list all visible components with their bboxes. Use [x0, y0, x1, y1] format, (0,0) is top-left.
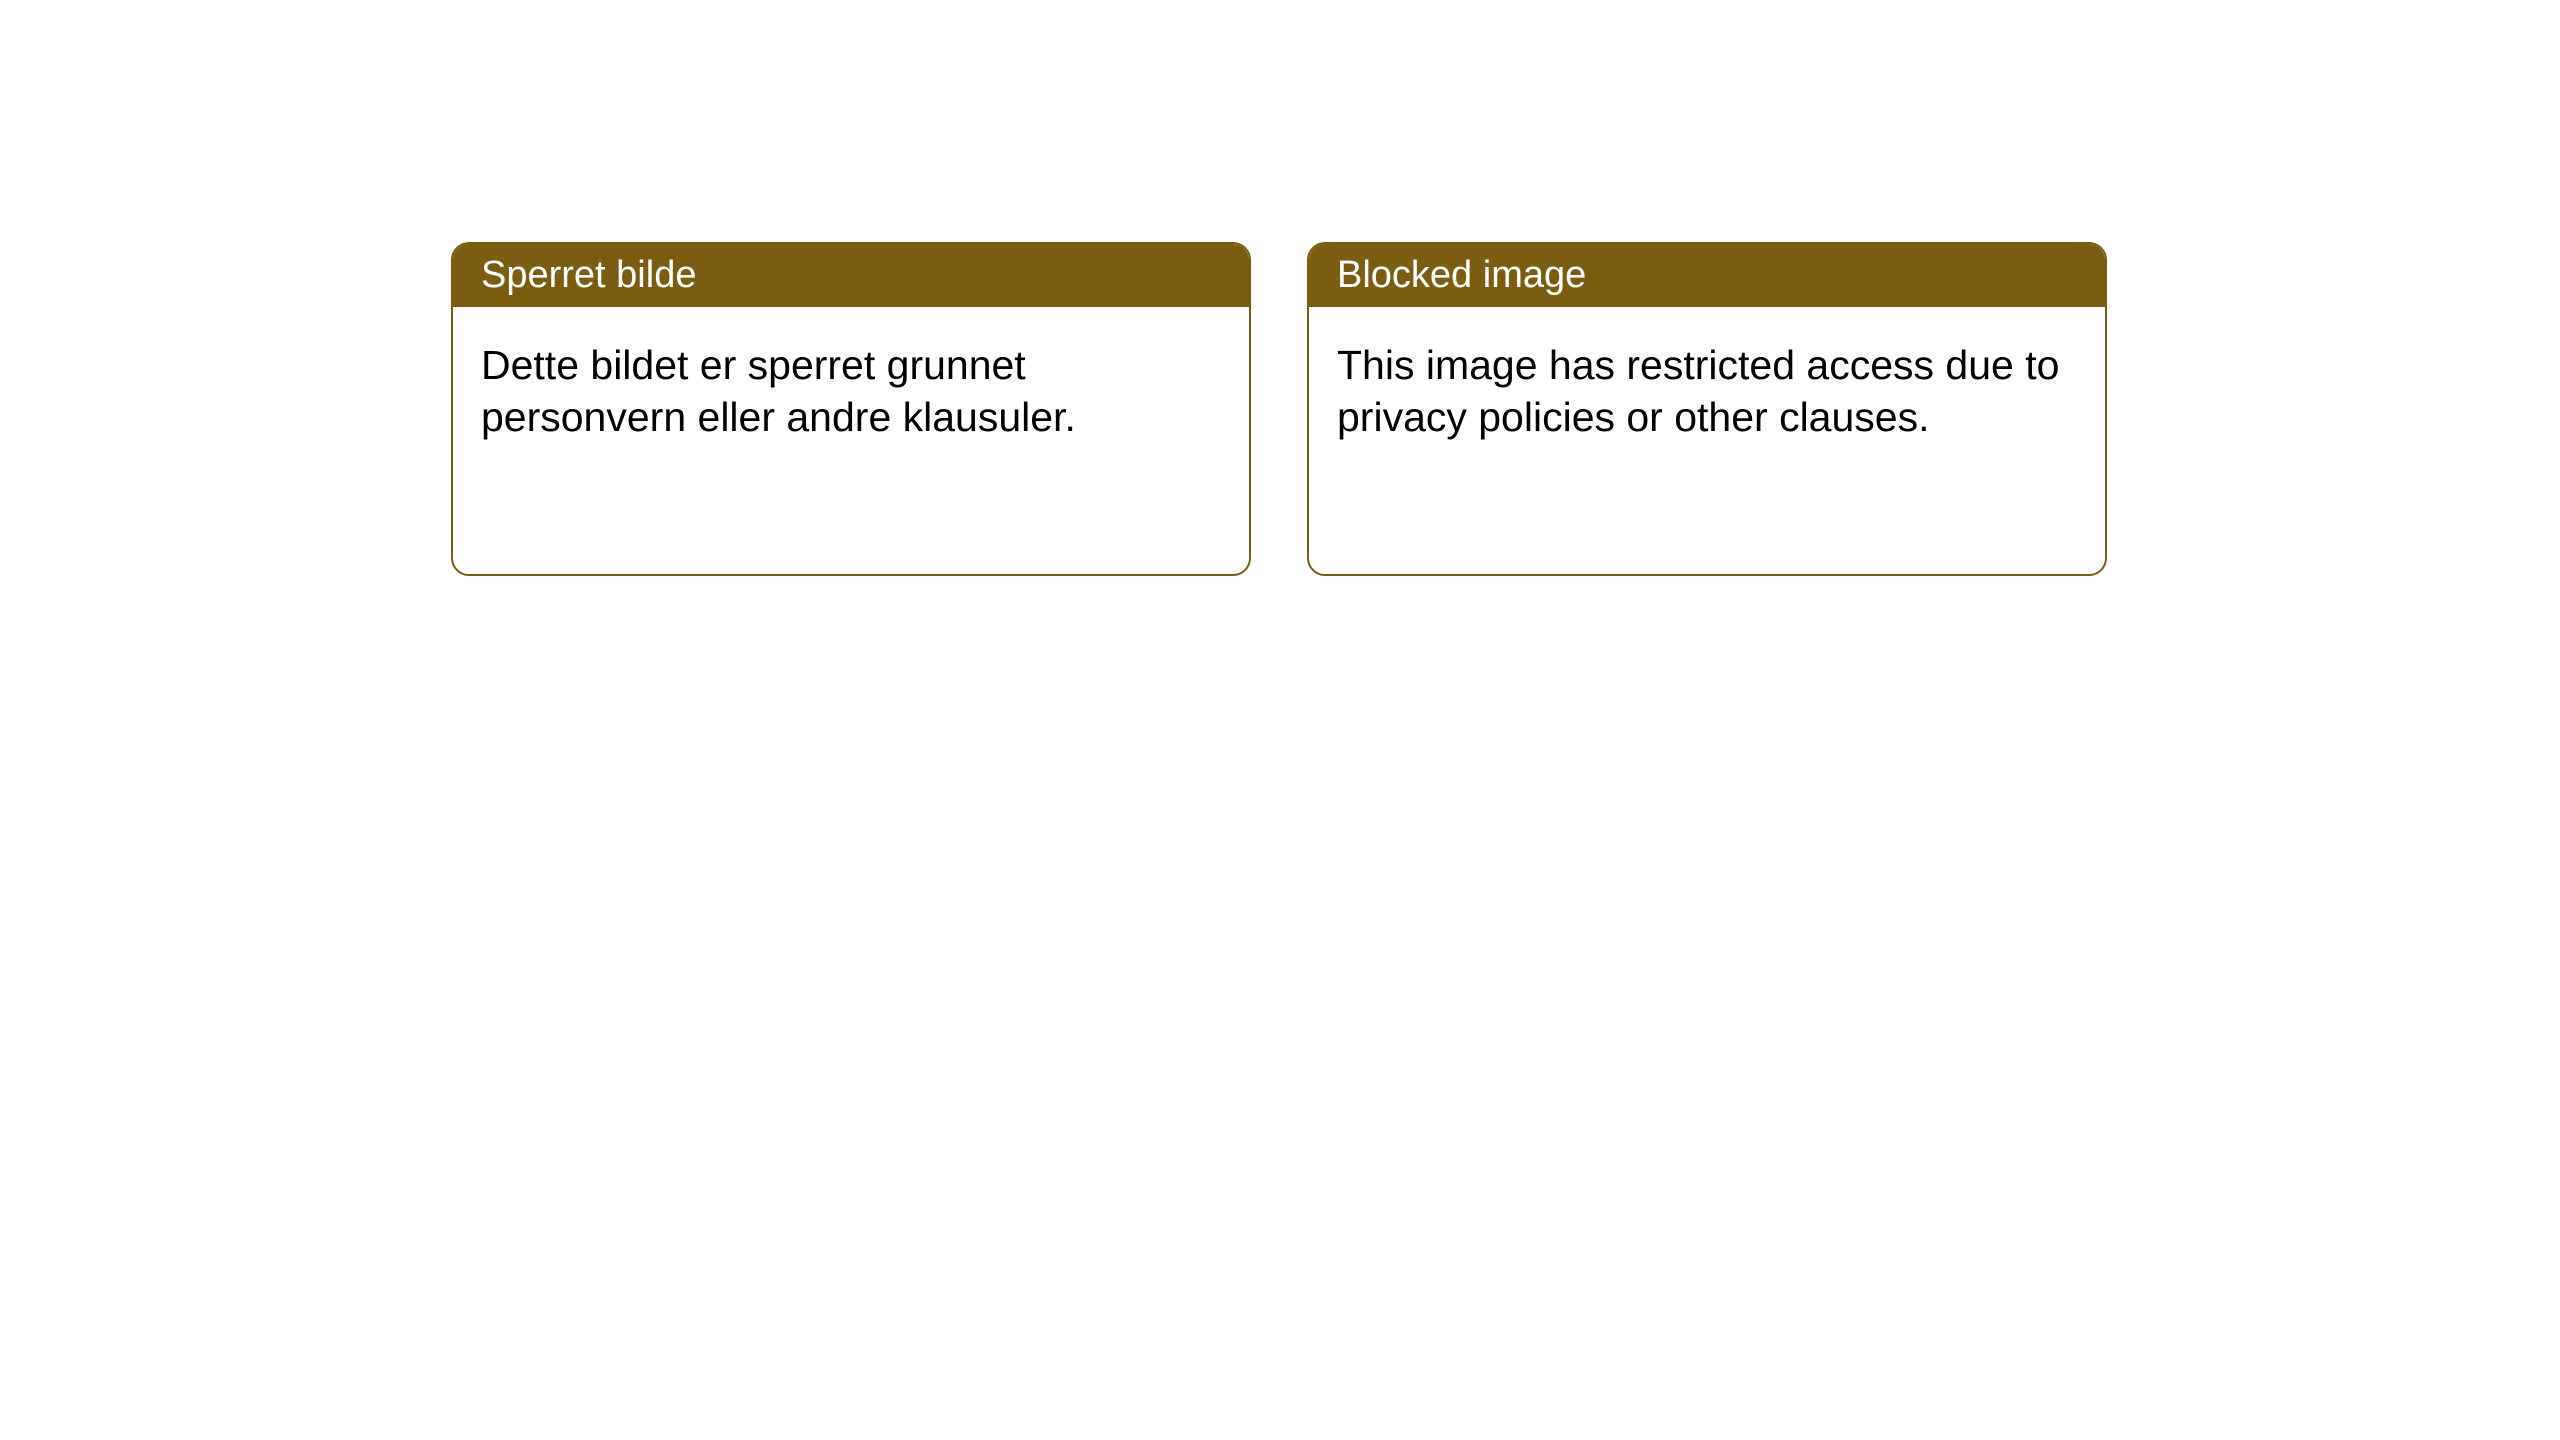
- card-body: This image has restricted access due to …: [1309, 307, 2105, 476]
- card-title: Sperret bilde: [481, 254, 696, 296]
- card-title: Blocked image: [1337, 254, 1586, 296]
- blocked-image-card-en: Blocked image This image has restricted …: [1307, 242, 2107, 576]
- card-header: Sperret bilde: [453, 244, 1249, 307]
- card-header: Blocked image: [1309, 244, 2105, 307]
- card-body-text: This image has restricted access due to …: [1337, 342, 2059, 440]
- card-body: Dette bildet er sperret grunnet personve…: [453, 307, 1249, 476]
- blocked-image-card-no: Sperret bilde Dette bildet er sperret gr…: [451, 242, 1251, 576]
- cards-container: Sperret bilde Dette bildet er sperret gr…: [451, 242, 2107, 576]
- card-body-text: Dette bildet er sperret grunnet personve…: [481, 342, 1076, 440]
